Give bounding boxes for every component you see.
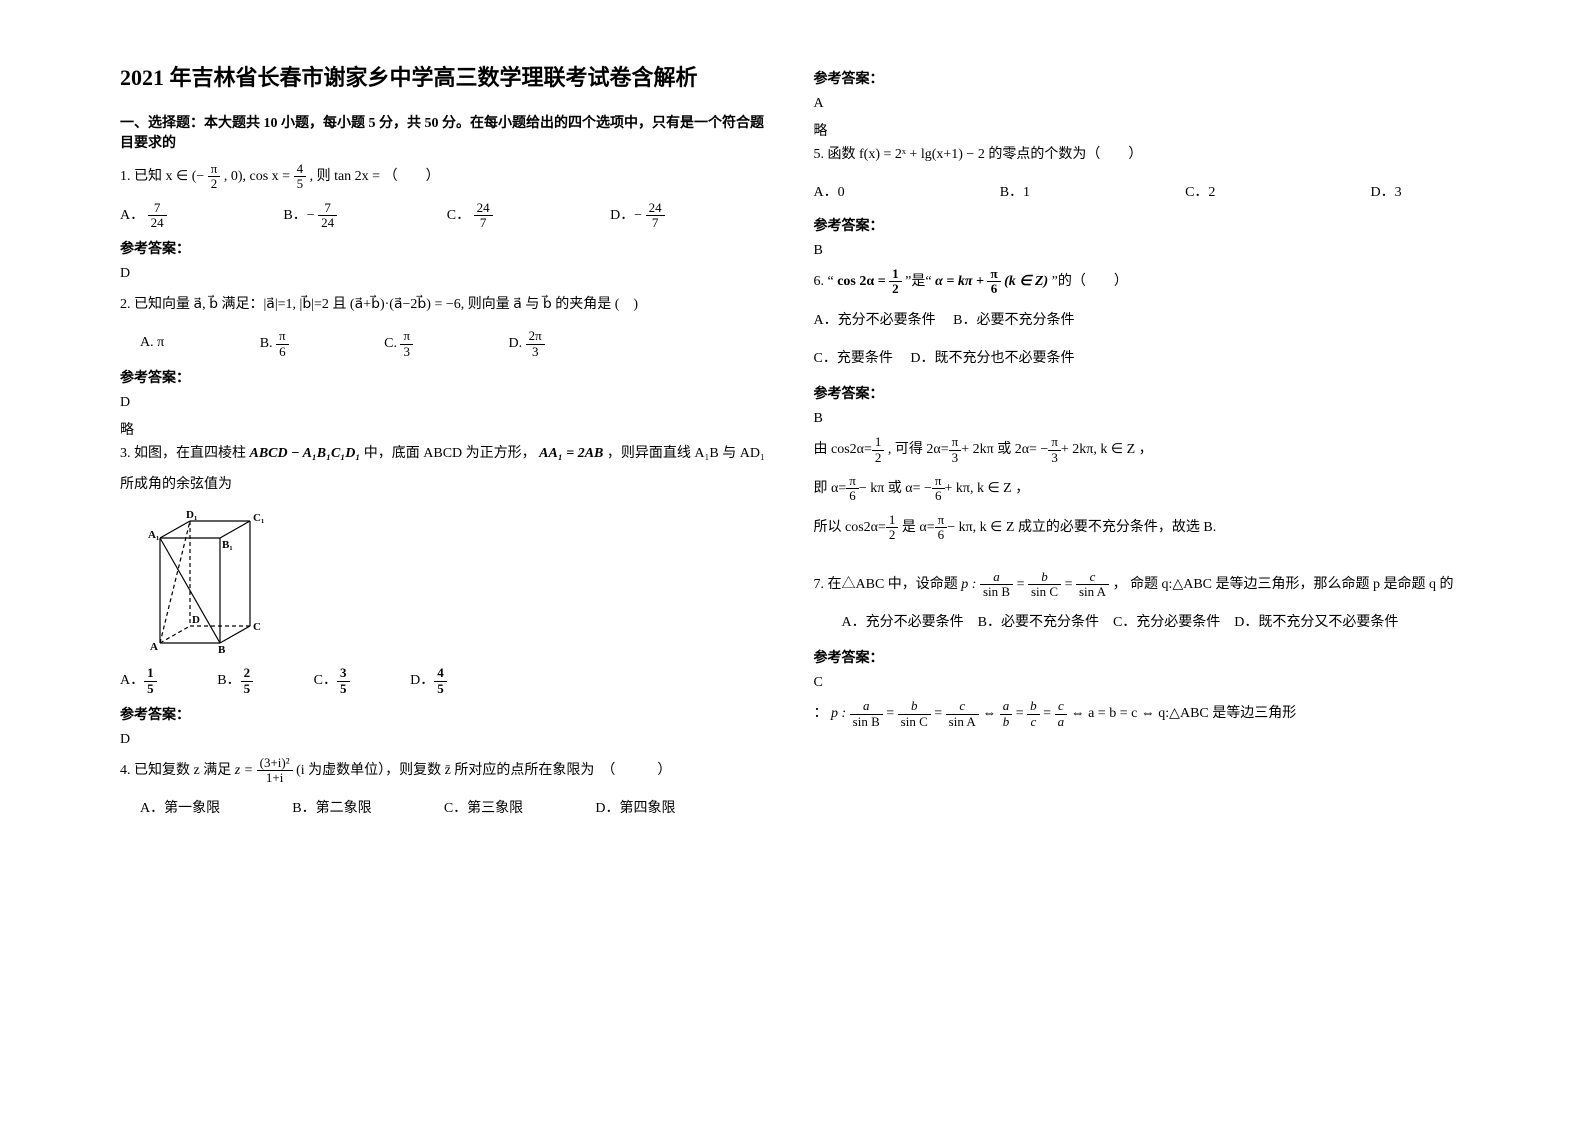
q5-stem: 5. 函数 f(x) = 2ˣ + lg(x+1) − 2 的零点的个数为（ ） bbox=[814, 140, 1468, 171]
q3-choices: A．15 B．25 C．35 D．45 bbox=[120, 666, 447, 696]
q6-answer-label: 参考答案： bbox=[814, 383, 1468, 403]
label-A: A bbox=[150, 641, 158, 653]
label-C1: C₁ bbox=[253, 512, 264, 524]
exam-title: 2021 年吉林省长春市谢家乡中学高三数学理联考试卷含解析 bbox=[120, 60, 774, 92]
q1-pi2-num: π bbox=[208, 162, 221, 177]
q1-c-label: C． bbox=[447, 208, 470, 223]
q4-stem: 4. 已知复数 z 满足 z = (3+i)² 1+i (i 为虚数单位），则复… bbox=[120, 756, 774, 787]
q5-choice-d: D．3 bbox=[1371, 179, 1402, 207]
q4-choice-d: D．第四象限 bbox=[595, 795, 675, 823]
q2-choice-a: A. π bbox=[140, 329, 164, 359]
q4-choice-a: A．第一象限 bbox=[140, 795, 220, 823]
q6-sol-line2: 即 α=π6− kπ 或 α= −π6+ kπ, k ∈ Z ， bbox=[814, 474, 1468, 505]
q1-45-den: 5 bbox=[294, 177, 307, 191]
label-B: B bbox=[218, 644, 226, 653]
q7-answer-label: 参考答案： bbox=[814, 647, 1468, 667]
q5-answer-label: 参考答案： bbox=[814, 215, 1468, 235]
prism-svg: A B C D A₁ B₁ C₁ D₁ bbox=[140, 508, 270, 653]
right-column: 参考答案： A 略 5. 函数 f(x) = 2ˣ + lg(x+1) − 2 … bbox=[794, 60, 1488, 1062]
q1-choice-c: C． 247 bbox=[447, 201, 610, 231]
q3-answer: D bbox=[120, 732, 774, 748]
q3-answer-label: 参考答案： bbox=[120, 704, 774, 724]
q2-stem: 2. 已知向量 a⃗, b⃗ 满足：|a⃗|=1, |b⃗|=2 且 (a⃗+b… bbox=[120, 290, 774, 321]
label-D: D bbox=[192, 614, 200, 626]
q1-blank: （ ） bbox=[384, 169, 440, 184]
left-column: 2021 年吉林省长春市谢家乡中学高三数学理联考试卷含解析 一、选择题：本大题共… bbox=[100, 60, 794, 1062]
q6-choice-a: A．充分不必要条件 B．必要不充分条件 bbox=[814, 306, 1468, 337]
q1-answer-label: 参考答案： bbox=[120, 238, 774, 258]
q1-cond3: , 则 tan 2x = bbox=[310, 169, 381, 184]
q6-stem: 6. “ cos 2α = 12 ”是“ α = kπ + π6 (k ∈ Z)… bbox=[814, 267, 1468, 298]
q1-choice-d: D．− 247 bbox=[610, 201, 773, 231]
q1-prefix: 1. 已知 bbox=[120, 169, 162, 184]
q7-answer: C bbox=[814, 675, 1468, 691]
q3-prism: ABCD − A₁B₁C₁D₁ bbox=[250, 446, 361, 461]
q2-slight: 略 bbox=[120, 419, 774, 439]
q3-choice-d: D．45 bbox=[410, 666, 447, 696]
q4-choice-c: C．第三象限 bbox=[444, 795, 523, 823]
q1-d-frac: 247 bbox=[646, 201, 665, 231]
q3-choice-c: C．35 bbox=[314, 666, 350, 696]
q1-frac-pi2: π 2 bbox=[208, 162, 221, 192]
q2-answer-label: 参考答案： bbox=[120, 367, 774, 387]
q1-stem: 1. 已知 x ∈ (− π 2 , 0), cos x = 4 5 , 则 t… bbox=[120, 162, 774, 193]
section-1-header: 一、选择题：本大题共 10 小题，每小题 5 分，共 50 分。在每小题给出的四… bbox=[120, 112, 774, 152]
q4-choices: A．第一象限 B．第二象限 C．第三象限 D．第四象限 bbox=[120, 795, 675, 823]
q4-choice-b: B．第二象限 bbox=[292, 795, 371, 823]
q1-choices: A． 724 B．− 724 C． 247 D．− 247 bbox=[120, 201, 774, 231]
q1-choice-b: B．− 724 bbox=[283, 201, 446, 231]
q1-answer: D bbox=[120, 266, 774, 282]
q5-choice-a: A．0 bbox=[814, 179, 845, 207]
q1-45-num: 4 bbox=[294, 162, 307, 177]
q1-a-label: A． bbox=[120, 208, 144, 223]
q3-choice-b: B．25 bbox=[217, 666, 253, 696]
q2-choice-b: B. π6 bbox=[260, 329, 289, 359]
q5-answer: B bbox=[814, 243, 1468, 259]
q1-c-frac: 247 bbox=[474, 201, 493, 231]
q7-stem: 7. 在△ABC 中，设命题 p : asin B = bsin C = csi… bbox=[814, 570, 1468, 601]
q2-choice-c: C. π3 bbox=[384, 329, 413, 359]
label-D1: D₁ bbox=[186, 509, 197, 521]
q3-stem: 3. 如图，在直四棱柱 ABCD − A₁B₁C₁D₁ 中，底面 ABCD 为正… bbox=[120, 439, 774, 501]
q7-solution: ： p : asin B = bsin C = csin A ⇔ ab = bc… bbox=[814, 699, 1468, 730]
q6-sol-line3: 所以 cos2α=12 是 α=π6− kπ, k ∈ Z 成立的必要不充分条件… bbox=[814, 513, 1468, 544]
label-B1: B₁ bbox=[222, 539, 233, 551]
q1-b-label: B． bbox=[283, 208, 306, 223]
q5-choice-b: B．1 bbox=[1000, 179, 1030, 207]
q1-cond1-left: x ∈ (− bbox=[166, 169, 205, 184]
q1-a-frac: 724 bbox=[148, 201, 167, 231]
q1-b-frac: 724 bbox=[318, 201, 337, 231]
q5-choice-c: C．2 bbox=[1185, 179, 1215, 207]
q3-edge: AA₁ = 2AB bbox=[539, 446, 603, 461]
q1-cond1-right: , 0), cos x = bbox=[224, 169, 290, 184]
q4-slight: 略 bbox=[814, 120, 1468, 140]
q4-answer: A bbox=[814, 96, 1468, 112]
q3-figure: A B C D A₁ B₁ C₁ D₁ bbox=[140, 508, 774, 658]
q3-choice-a: A．15 bbox=[120, 666, 157, 696]
q4-answer-label: 参考答案： bbox=[814, 68, 1468, 88]
label-C: C bbox=[253, 621, 261, 633]
q2-choices: A. π B. π6 C. π3 D. 2π3 bbox=[120, 329, 545, 359]
q1-choice-a: A． 724 bbox=[120, 201, 283, 231]
q1-d-label: D． bbox=[610, 208, 634, 223]
q7-choices: A．充分不必要条件 B．必要不充分条件 C．充分必要条件 D．既不充分又不必要条… bbox=[814, 608, 1468, 639]
q6-choice-c: C．充要条件 D．既不充分也不必要条件 bbox=[814, 344, 1468, 375]
q1-frac-45: 4 5 bbox=[294, 162, 307, 192]
q4-z-frac: (3+i)² 1+i bbox=[257, 756, 293, 786]
label-A1: A₁ bbox=[148, 529, 159, 541]
q1-pi2-den: 2 bbox=[208, 177, 221, 191]
q6-answer: B bbox=[814, 411, 1468, 427]
q6-sol-line1: 由 cos2α=12 , 可得 2α=π3+ 2kπ 或 2α= −π3+ 2k… bbox=[814, 435, 1468, 466]
q5-choices: A．0 B．1 C．2 D．3 bbox=[814, 179, 1402, 207]
q2-answer: D bbox=[120, 395, 774, 411]
q2-choice-d: D. 2π3 bbox=[509, 329, 545, 359]
